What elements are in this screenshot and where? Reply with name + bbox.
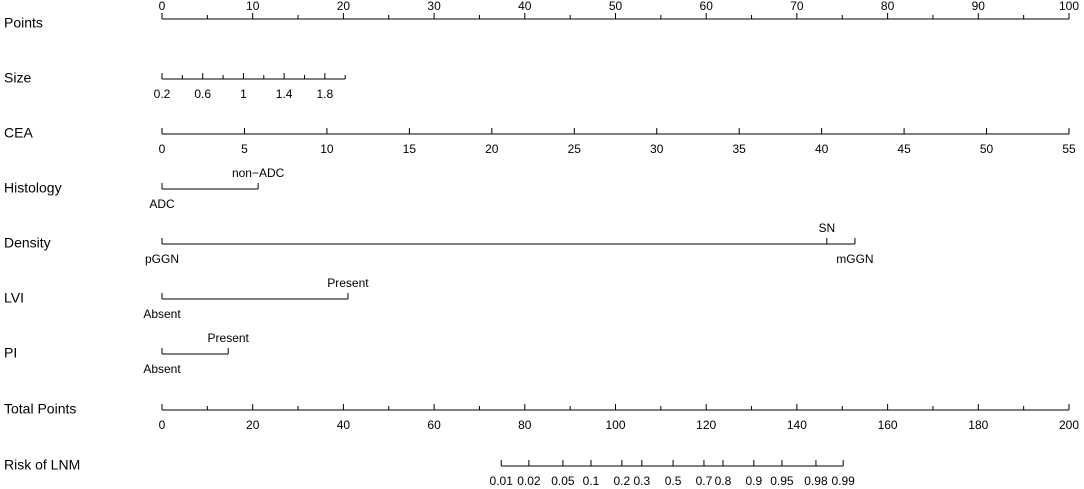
row-label: Total Points: [4, 401, 76, 417]
tick-label: 0: [159, 142, 166, 156]
row-label: Points: [4, 15, 43, 31]
tick-label: 35: [733, 142, 747, 156]
tick-label: 80: [881, 0, 895, 13]
tick-label: 50: [980, 142, 994, 156]
tick-label: 160: [878, 418, 898, 432]
tick-label: 40: [337, 418, 351, 432]
level-label: Present: [327, 276, 369, 290]
tick-label: 100: [605, 418, 625, 432]
row-label: CEA: [4, 125, 33, 141]
tick-label: 0.98: [804, 474, 828, 488]
tick-label: 0.1: [583, 474, 600, 488]
tick-label: 50: [609, 0, 623, 13]
row-label: Density: [4, 235, 51, 251]
tick-label: 0.5: [665, 474, 682, 488]
tick-label: 1.4: [276, 87, 293, 101]
tick-label: 1.8: [317, 87, 334, 101]
level-label: non−ADC: [232, 166, 285, 180]
level-label: Absent: [143, 362, 181, 376]
tick-label: 0.2: [614, 474, 631, 488]
tick-label: 80: [518, 418, 532, 432]
tick-label: 30: [427, 0, 441, 13]
tick-label: 120: [696, 418, 716, 432]
tick-label: 40: [815, 142, 829, 156]
tick-label: 0.05: [551, 474, 575, 488]
tick-label: 0: [159, 418, 166, 432]
tick-label: 0.99: [831, 474, 855, 488]
row-label: Risk of LNM: [4, 457, 80, 473]
tick-label: 45: [897, 142, 911, 156]
tick-label: 15: [403, 142, 417, 156]
tick-label: 20: [485, 142, 499, 156]
tick-label: 20: [337, 0, 351, 13]
level-label: pGGN: [145, 252, 179, 266]
tick-label: 180: [968, 418, 988, 432]
level-label: ADC: [149, 197, 175, 211]
tick-label: 0.02: [517, 474, 541, 488]
tick-label: 0.8: [715, 474, 732, 488]
tick-label: 0.7: [696, 474, 713, 488]
tick-label: 40: [518, 0, 532, 13]
tick-label: 30: [650, 142, 664, 156]
row-label: PI: [4, 345, 17, 361]
tick-label: 0.2: [154, 87, 171, 101]
tick-label: 60: [427, 418, 441, 432]
row-label: Histology: [4, 180, 62, 196]
tick-label: 100: [1059, 0, 1079, 13]
tick-label: 0: [159, 0, 166, 13]
level-label: mGGN: [836, 252, 873, 266]
level-label: Present: [208, 331, 250, 345]
tick-label: 55: [1062, 142, 1076, 156]
tick-label: 70: [790, 0, 804, 13]
tick-label: 90: [972, 0, 986, 13]
tick-label: 0.9: [745, 474, 762, 488]
tick-label: 0.01: [490, 474, 514, 488]
level-label: SN: [818, 221, 835, 235]
tick-label: 0.6: [194, 87, 211, 101]
tick-label: 0.3: [633, 474, 650, 488]
tick-label: 0.95: [770, 474, 794, 488]
tick-label: 10: [246, 0, 260, 13]
tick-label: 1: [240, 87, 247, 101]
tick-label: 140: [787, 418, 807, 432]
tick-label: 10: [320, 142, 334, 156]
row-label: LVI: [4, 290, 24, 306]
tick-label: 20: [246, 418, 260, 432]
level-label: Absent: [143, 307, 181, 321]
row-label: Size: [4, 70, 31, 86]
tick-label: 200: [1059, 418, 1079, 432]
tick-label: 60: [700, 0, 714, 13]
tick-label: 25: [568, 142, 582, 156]
tick-label: 5: [241, 142, 248, 156]
